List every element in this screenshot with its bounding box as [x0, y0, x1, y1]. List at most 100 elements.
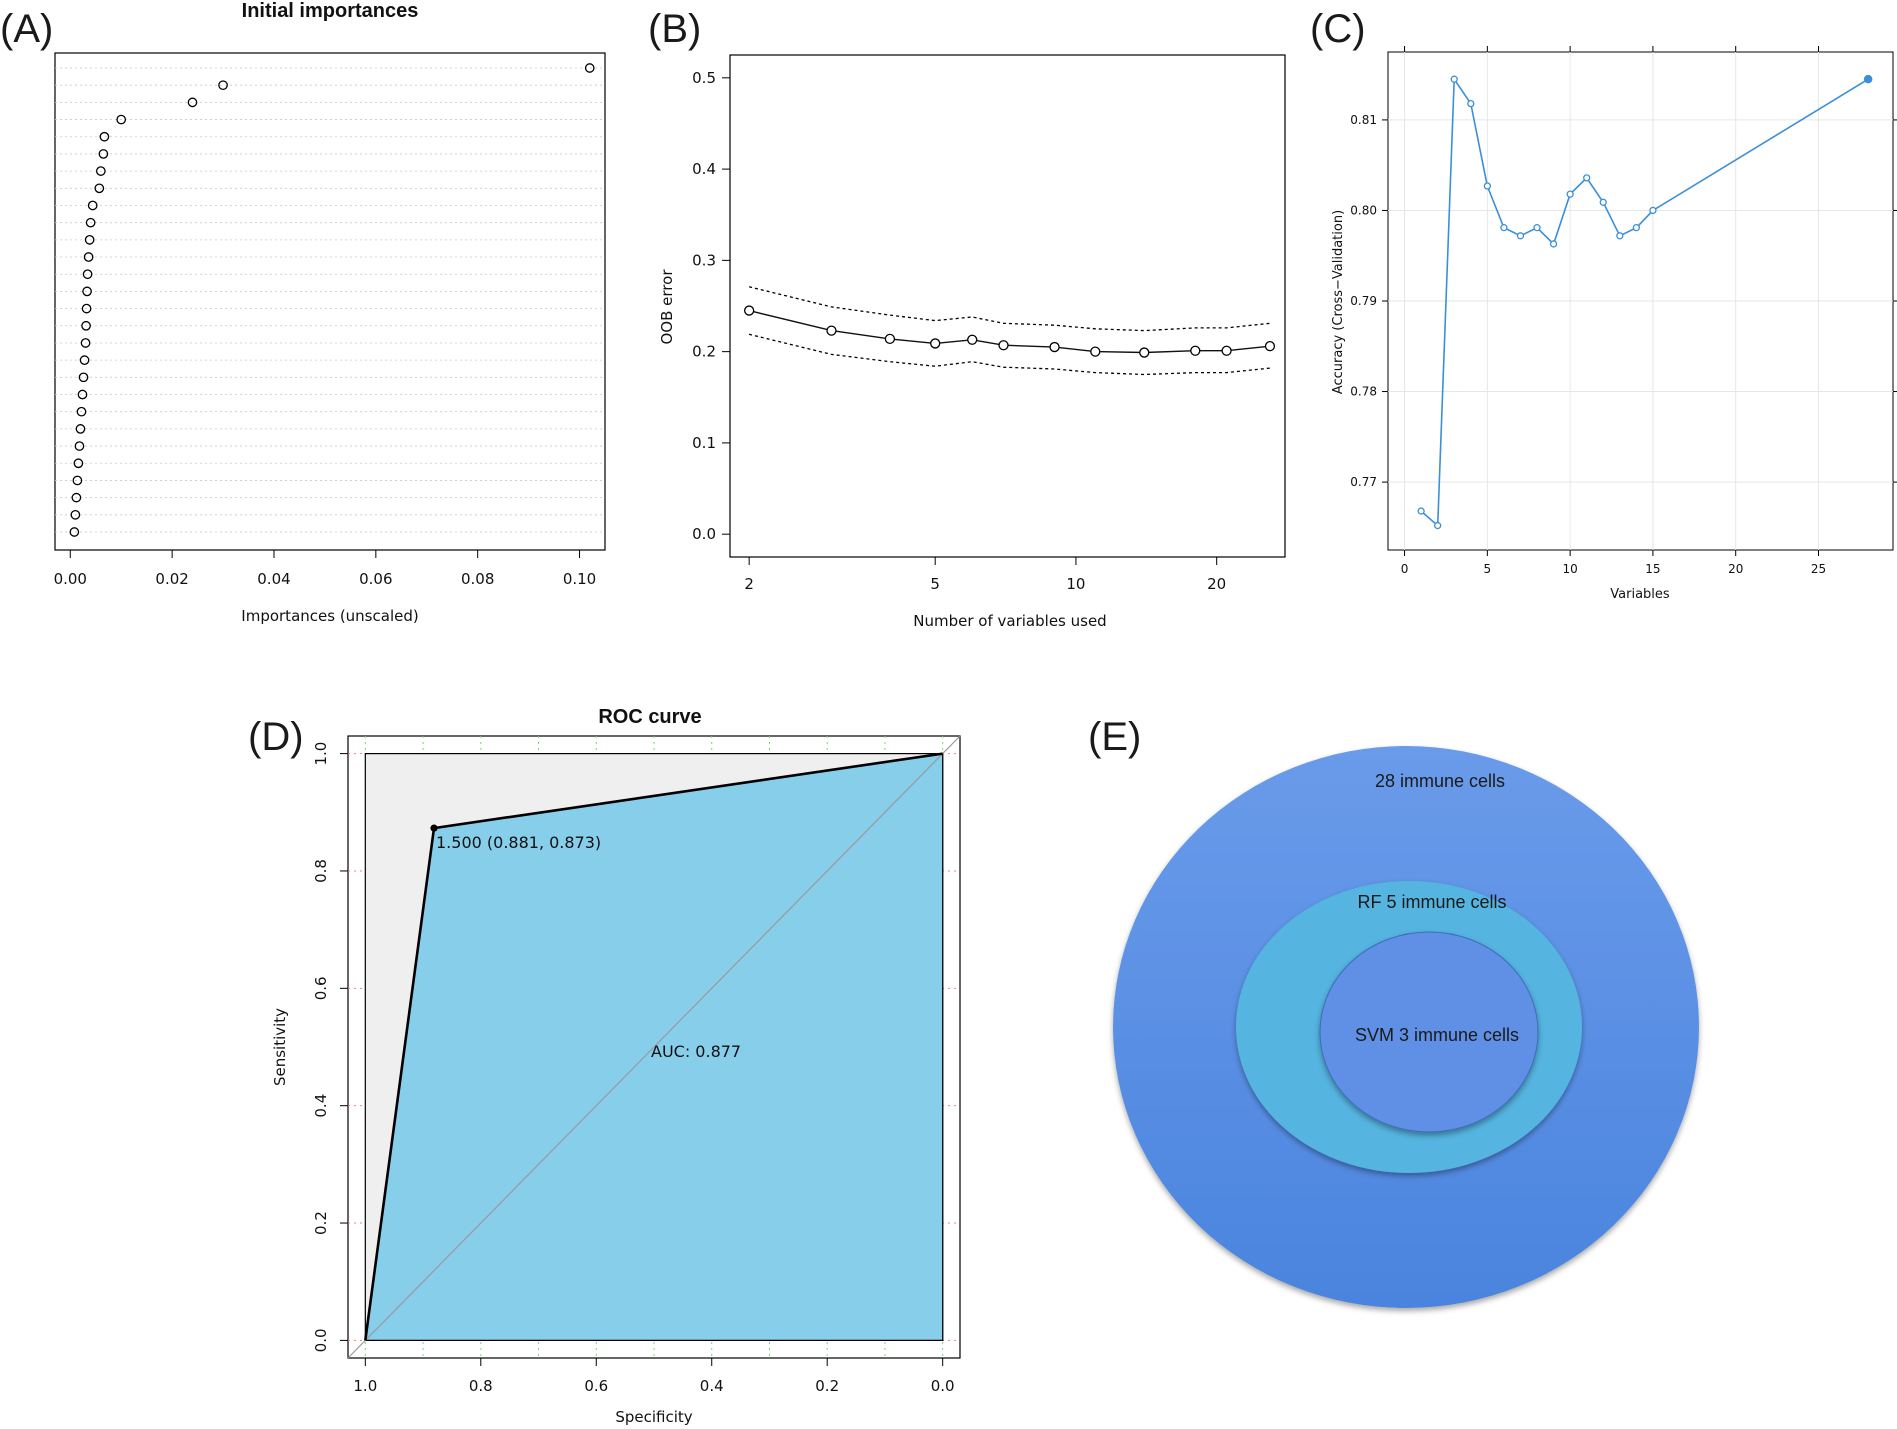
panel-a-x-axis-label: Importances (unscaled): [241, 607, 418, 625]
panel-a-point: [79, 355, 90, 365]
panel-b-y-tick-label: 0.2: [692, 343, 716, 361]
panel-a-plot-frame: [54, 52, 606, 551]
panel-b-x-tick-label: 5: [930, 575, 940, 593]
panel-b-y-tick-label: 0.5: [692, 69, 716, 87]
panel-c: (C) 0 5 10 15 20 25 0.77 0.78 0.79 0.80 0.81 Varia…: [1310, 7, 1897, 602]
panel-c-point: [1549, 240, 1558, 248]
panel-d-y-tick-label: 0.4: [312, 1094, 330, 1118]
panel-a-point: [74, 441, 85, 451]
panel-c-point: [1467, 99, 1475, 108]
panel-d-x-tick-label: 0.2: [815, 1377, 839, 1395]
panel-c-point: [1616, 232, 1624, 240]
panel-c-y-tick-label: 0.81: [1350, 113, 1377, 127]
panel-d-y-tick-label: 0.8: [312, 859, 330, 883]
panel-b-series: [748, 286, 1271, 376]
panel-c-gridlines: [1388, 52, 1893, 550]
panel-a-x-tick-label: 0.00: [54, 570, 87, 588]
panel-a-x-tick-label: 0.02: [155, 570, 188, 588]
panel-b-point: [930, 338, 941, 349]
panel-d-x-tick-label: 1.0: [353, 1377, 377, 1395]
panel-a-point: [81, 320, 91, 331]
panel-c-point: [1434, 521, 1442, 530]
panel-b-point: [1090, 346, 1101, 357]
panel-a-x-tick-label: 0.06: [359, 570, 392, 588]
panel-b-point: [1264, 341, 1276, 352]
panel-c-point: [1500, 224, 1508, 232]
panel-a-point: [84, 235, 95, 245]
panel-b-x-axis-label: Number of variables used: [913, 612, 1106, 630]
panel-b-x-tick-label: 2: [744, 575, 754, 593]
panel-b-point: [826, 325, 837, 336]
panel-d-threshold-label: 1.500 (0.881, 0.873): [436, 833, 601, 852]
panel-d-y-axis-label: Sensitivity: [271, 1008, 289, 1086]
panel-c-x-tick-label: 15: [1645, 562, 1660, 576]
panel-d-label: (D): [248, 715, 304, 759]
panel-d-x-axis-label: Specificity: [615, 1408, 692, 1426]
panel-d-x-tick-label: 0.4: [700, 1377, 724, 1395]
panel-b-point: [1190, 345, 1201, 356]
panel-b-plot-frame: [729, 54, 1286, 558]
panel-a-x-axis: 0.00 0.02 0.04 0.06 0.08 0.10: [54, 550, 596, 588]
panel-c-point: [1450, 75, 1458, 83]
panel-b-y-tick-label: 0.1: [692, 434, 716, 452]
venn-outer-label: 28 immune cells: [1375, 771, 1505, 791]
panel-d-y-tick-label: 0.2: [312, 1211, 330, 1235]
panel-c-x-tick-label: 10: [1562, 562, 1577, 576]
panel-b-error-line: [748, 309, 1271, 354]
panel-c-point: [1583, 174, 1591, 182]
panel-b-x-tick-label: 10: [1066, 575, 1085, 593]
panel-c-y-tick-label: 0.77: [1350, 475, 1377, 489]
panel-c-accuracy-line: [1420, 76, 1869, 528]
panel-d-threshold-point: [430, 824, 438, 832]
panel-d: (D) ROC curve 1.0 0.8 0.6 0.4 0.2 0.0 0.0 0.2 0.…: [248, 706, 961, 1426]
panel-a-point: [73, 458, 84, 469]
panel-c-x-tick-label: 25: [1811, 562, 1826, 576]
panel-a-x-tick-label: 0.10: [563, 570, 596, 588]
panel-a-point: [94, 183, 105, 194]
panel-a-point: [69, 527, 80, 537]
panel-c-x-tick-label: 5: [1484, 562, 1492, 576]
panel-a-point: [82, 286, 92, 297]
panel-d-axes: 1.0 0.8 0.6 0.4 0.2 0.0 0.0 0.2 0.4 0.6 0.8 1.0: [312, 742, 955, 1395]
panel-b-points: [743, 305, 1276, 358]
panel-d-auc-label: AUC: 0.877: [651, 1042, 741, 1061]
panel-a-point: [584, 63, 595, 73]
panel-c-point: [1417, 507, 1425, 515]
panel-a-point: [71, 492, 82, 503]
panel-a-point: [98, 149, 109, 159]
panel-c-x-axis-label: Variables: [1610, 587, 1670, 602]
panel-c-x-tick-label: 0: [1401, 562, 1409, 576]
panel-d-y-tick-label: 1.0: [312, 742, 330, 766]
panel-a-point: [70, 509, 81, 520]
panel-c-y-axis-label: Accuracy (Cross−Validation): [1331, 210, 1346, 394]
panel-a-point: [78, 372, 89, 383]
panel-c-point: [1516, 232, 1525, 240]
panel-a-point: [85, 217, 96, 228]
panel-c-point: [1533, 224, 1541, 232]
panel-b-point: [1139, 347, 1150, 358]
panel-b: (B) 0.0 0.1 0.2 0.3 0.4 0.5 2 5 10 20 Number of v…: [648, 7, 1286, 630]
panel-a-point: [87, 200, 98, 211]
panel-d-title: ROC curve: [598, 706, 701, 728]
panel-d-roc-areas: [347, 735, 961, 1359]
panel-a-point: [77, 389, 88, 400]
panel-d-y-tick-label: 0.0: [312, 1328, 330, 1352]
panel-a-point: [83, 252, 94, 262]
panel-a-point: [75, 424, 86, 434]
venn-middle-label: RF 5 immune cells: [1357, 892, 1506, 912]
panel-a-point: [82, 269, 93, 280]
panel-d-x-tick-label: 0.6: [584, 1377, 608, 1395]
panel-d-x-tick-label: 0.8: [469, 1377, 493, 1395]
panel-a-point: [95, 166, 106, 176]
panel-a-x-tick-label: 0.04: [257, 570, 290, 588]
panel-b-upper-line: [748, 286, 1271, 332]
venn-inner-label: SVM 3 immune cells: [1355, 1025, 1519, 1045]
panel-a-point: [81, 303, 92, 314]
panel-c-y-tick-label: 0.78: [1350, 385, 1377, 399]
panel-d-x-tick-label: 0.0: [931, 1377, 955, 1395]
panel-a-point: [99, 131, 110, 142]
panel-b-y-tick-label: 0.0: [692, 525, 716, 543]
panel-a-gridlines: [55, 67, 605, 533]
panel-c-point: [1632, 224, 1641, 232]
